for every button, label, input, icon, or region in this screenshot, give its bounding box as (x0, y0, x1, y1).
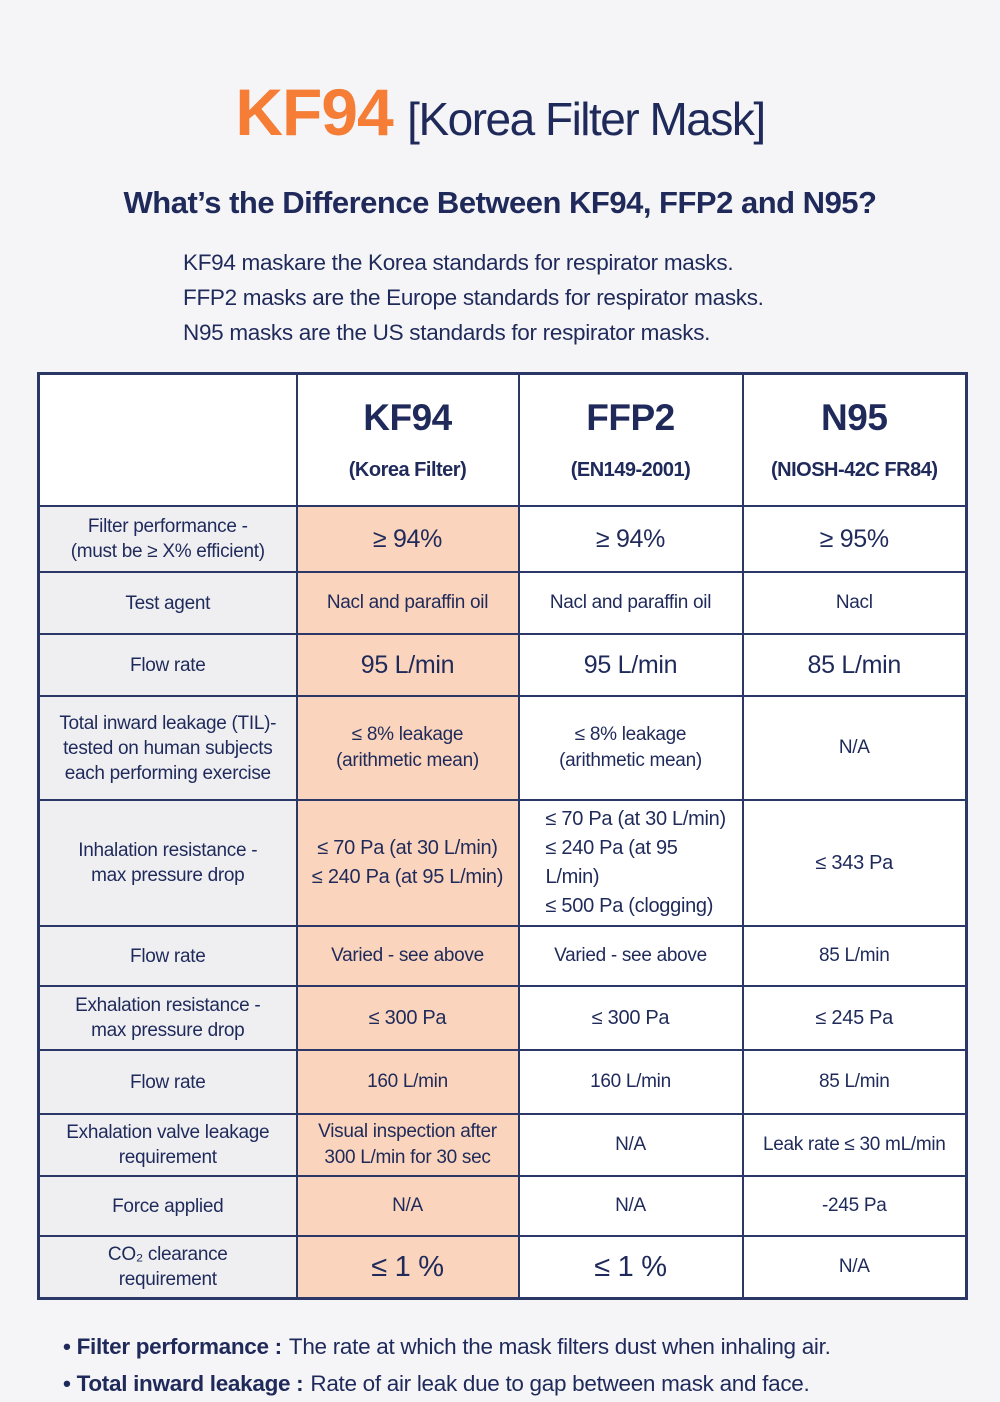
ffp2-value: N/A (517, 1113, 744, 1177)
ffp2-value: ≥ 94% (517, 505, 744, 573)
kf94-name: KF94 (363, 397, 452, 438)
kf94-value: 95 L/min (295, 633, 520, 697)
header: KF94 [Korea Filter Mask] What’s the Diff… (0, 0, 1000, 221)
n95-value: ≥ 95% (741, 505, 968, 573)
n95-name: N95 (821, 397, 888, 438)
table-row-flow-rate-3: Flow rate 160 L/min 160 L/min 85 L/min (37, 1049, 968, 1115)
kf94-value: N/A (295, 1175, 520, 1237)
kf94-value: ≥ 94% (295, 505, 520, 573)
row-label: Filter performance - (must be ≥ X% effic… (37, 505, 298, 573)
table-row-exhalation-resistance: Exhalation resistance - max pressure dro… (37, 985, 968, 1051)
row-label: Flow rate (37, 633, 298, 697)
ffp2-value: 160 L/min (517, 1049, 744, 1115)
intro-line-kf94: KF94 maskare the Korea standards for res… (183, 250, 734, 275)
row-label: Test agent (37, 571, 298, 635)
table-row-force-applied: Force applied N/A N/A -245 Pa (37, 1175, 968, 1237)
row-label: Force applied (37, 1175, 298, 1237)
row-label: Total inward leakage (TIL)- tested on hu… (37, 695, 298, 801)
n95-sub: (NIOSH-42C FR84) (771, 459, 938, 481)
footnote-term: Total inward leakage : (76, 1370, 304, 1396)
ffp2-value: Nacl and paraffin oil (517, 571, 744, 635)
table-row-total-inward-leakage: Total inward leakage (TIL)- tested on hu… (37, 695, 968, 801)
intro-paragraph: KF94 maskare the Korea standards for res… (183, 245, 1000, 350)
bullet-icon: • (63, 1333, 71, 1359)
row-label: Flow rate (37, 925, 298, 987)
row-label: Flow rate (37, 1049, 298, 1115)
footnote-term: Filter performance : (76, 1333, 283, 1359)
intro-line-ffp2: FFP2 masks are the Europe standards for … (183, 285, 764, 310)
title-bracket: [Korea Filter Mask] (407, 93, 766, 145)
header-ffp2: FFP2 (EN149-2001) (517, 372, 744, 507)
kf94-value: ≤ 8% leakage (arithmetic mean) (295, 695, 520, 801)
row-label: Exhalation valve leakage requirement (37, 1113, 298, 1177)
row-label: CO₂ clearance requirement (37, 1235, 298, 1299)
table-row-flow-rate-2: Flow rate Varied - see above Varied - se… (37, 925, 968, 987)
kf94-value: ≤ 70 Pa (at 30 L/min) ≤ 240 Pa (at 95 L/… (295, 799, 520, 927)
n95-value: N/A (741, 695, 968, 801)
kf94-value: ≤ 300 Pa (295, 985, 520, 1051)
n95-value: N/A (741, 1235, 968, 1299)
table-header-row: KF94 (Korea Filter) FFP2 (EN149-2001) N9… (37, 372, 968, 507)
table-row-filter-performance: Filter performance - (must be ≥ X% effic… (37, 505, 968, 573)
footnote-text: Rate of air leak due to gap between mask… (310, 1370, 810, 1396)
table-row-inhalation-resistance: Inhalation resistance - max pressure dro… (37, 799, 968, 927)
kf94-value: Visual inspection after 300 L/min for 30… (295, 1113, 520, 1177)
n95-value: 85 L/min (741, 1049, 968, 1115)
ffp2-name: FFP2 (586, 397, 675, 438)
table-row-test-agent: Test agent Nacl and paraffin oil Nacl an… (37, 571, 968, 635)
kf94-sub: (Korea Filter) (348, 459, 467, 481)
header-n95: N95 (NIOSH-42C FR84) (741, 372, 968, 507)
comparison-table: KF94 (Korea Filter) FFP2 (EN149-2001) N9… (37, 372, 968, 1300)
n95-value: 85 L/min (741, 925, 968, 987)
n95-value: 85 L/min (741, 633, 968, 697)
n95-value: ≤ 245 Pa (741, 985, 968, 1051)
subtitle: What’s the Difference Between KF94, FFP2… (123, 185, 877, 220)
ffp2-value: ≤ 8% leakage (arithmetic mean) (517, 695, 744, 801)
kf94-value: 160 L/min (295, 1049, 520, 1115)
header-kf94: KF94 (Korea Filter) (295, 372, 520, 507)
ffp2-value: N/A (517, 1175, 744, 1237)
table-row-co2-clearance: CO₂ clearance requirement ≤ 1 % ≤ 1 % N/… (37, 1235, 968, 1299)
n95-value: Nacl (741, 571, 968, 635)
footnote-total-inward-leakage: • Total inward leakage : Rate of air leak … (63, 1365, 1000, 1402)
row-label: Inhalation resistance - max pressure dro… (37, 799, 298, 927)
ffp2-sub: (EN149-2001) (570, 459, 691, 481)
n95-value: Leak rate ≤ 30 mL/min (741, 1113, 968, 1177)
table-row-exhalation-valve-leakage: Exhalation valve leakage requirement Vis… (37, 1113, 968, 1177)
header-corner-cell (37, 372, 298, 507)
n95-value: ≤ 343 Pa (741, 799, 968, 927)
kf94-value: Nacl and paraffin oil (295, 571, 520, 635)
ffp2-value: ≤ 1 % (517, 1235, 744, 1299)
table-row-flow-rate-1: Flow rate 95 L/min 95 L/min 85 L/min (37, 633, 968, 697)
intro-line-n95: N95 masks are the US standards for respi… (183, 320, 711, 345)
bullet-icon: • (63, 1370, 71, 1396)
row-label: Exhalation resistance - max pressure dro… (37, 985, 298, 1051)
kf94-value: Varied - see above (295, 925, 520, 987)
title-kf94: KF94 (235, 75, 393, 149)
n95-value: -245 Pa (741, 1175, 968, 1237)
footnotes: • Filter performance : The rate at which t… (63, 1328, 1000, 1402)
page-title: KF94 [Korea Filter Mask] (0, 76, 1000, 167)
footnote-filter-performance: • Filter performance : The rate at which t… (63, 1328, 1000, 1365)
ffp2-value: 95 L/min (517, 633, 744, 697)
kf94-value: ≤ 1 % (295, 1235, 520, 1299)
ffp2-value: ≤ 300 Pa (517, 985, 744, 1051)
ffp2-value: Varied - see above (517, 925, 744, 987)
footnote-text: The rate at which the mask filters dust … (288, 1333, 831, 1359)
ffp2-value: ≤ 70 Pa (at 30 L/min) ≤ 240 Pa (at 95 L/… (517, 799, 744, 927)
